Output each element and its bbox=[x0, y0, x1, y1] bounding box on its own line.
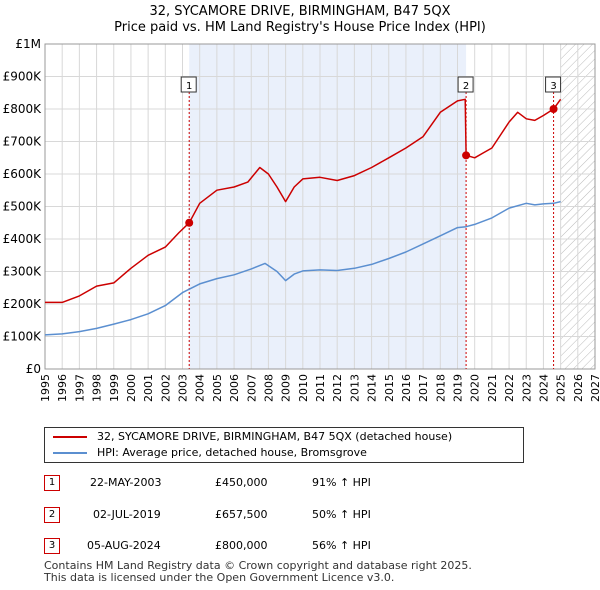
legend: 32, SYCAMORE DRIVE, BIRMINGHAM, B47 5QX … bbox=[44, 427, 524, 463]
y-tick-label: £0 bbox=[26, 362, 41, 376]
x-tick-label: 2008 bbox=[262, 374, 275, 402]
y-tick-label: £900K bbox=[3, 70, 43, 84]
x-tick-label: 2021 bbox=[486, 374, 499, 402]
x-tick-label: 2016 bbox=[400, 374, 413, 402]
sale-label-box bbox=[545, 76, 562, 93]
x-tick-label: 2026 bbox=[572, 374, 585, 402]
x-tick-label: 2004 bbox=[194, 374, 207, 402]
x-tick-label: 2027 bbox=[589, 374, 600, 402]
x-tick-label: 2019 bbox=[452, 374, 465, 402]
sale-point bbox=[185, 218, 194, 227]
sale-hpi-change: 91% ↑ HPI bbox=[312, 476, 371, 489]
chart-title-line2: Price paid vs. HM Land Registry's House … bbox=[114, 20, 486, 35]
sale-date: 05-AUG-2024 bbox=[87, 539, 161, 552]
sale-date: 22-MAY-2003 bbox=[90, 476, 162, 489]
x-tick-label: 1999 bbox=[108, 374, 121, 402]
x-tick-label: 2023 bbox=[520, 374, 533, 402]
sale-date: 02-JUL-2019 bbox=[93, 508, 161, 521]
sale-price: £657,500 bbox=[215, 508, 268, 521]
series-line-hpi bbox=[44, 200, 561, 336]
x-tick-label: 1997 bbox=[73, 374, 86, 402]
y-tick-label: £700K bbox=[3, 135, 43, 149]
x-tick-label: 2005 bbox=[211, 374, 224, 402]
x-tick-label: 2022 bbox=[503, 374, 516, 402]
x-tick-label: 2010 bbox=[297, 374, 310, 402]
y-tick-label: £300K bbox=[3, 265, 43, 279]
x-tick-label: 2001 bbox=[142, 374, 155, 402]
y-tick-label: £100K bbox=[3, 330, 43, 344]
y-tick-label: £800K bbox=[3, 102, 43, 116]
plot-frame bbox=[44, 43, 596, 370]
x-tick-label: 1996 bbox=[56, 374, 69, 402]
sale-number-badge: 1 bbox=[44, 475, 60, 491]
series-line-property bbox=[45, 98, 562, 304]
x-tick-label: 2020 bbox=[469, 374, 482, 402]
sale-number-badge: 2 bbox=[44, 507, 60, 523]
sale-price: £450,000 bbox=[215, 476, 268, 489]
x-tick-label: 2012 bbox=[331, 374, 344, 402]
sale-hpi-change: 50% ↑ HPI bbox=[312, 508, 371, 521]
sale-label-text: 2 bbox=[463, 81, 469, 92]
x-tick-label: 2018 bbox=[434, 374, 447, 402]
x-tick-label: 2015 bbox=[383, 374, 396, 402]
legend-swatch-hpi bbox=[53, 452, 87, 454]
legend-label-hpi: HPI: Average price, detached house, Brom… bbox=[97, 446, 367, 459]
sale-label-text: 3 bbox=[550, 81, 556, 92]
sale-point bbox=[462, 151, 471, 160]
x-tick-label: 2000 bbox=[125, 374, 138, 402]
x-tick-label: 2017 bbox=[417, 374, 430, 402]
sale-hpi-change: 56% ↑ HPI bbox=[312, 539, 371, 552]
y-tick-label: £600K bbox=[3, 167, 43, 181]
footer-notice: Contains HM Land Registry data © Crown c… bbox=[44, 560, 472, 584]
x-tick-label: 2013 bbox=[348, 374, 361, 402]
sale-price: £800,000 bbox=[215, 539, 268, 552]
y-tick-label: £200K bbox=[3, 297, 43, 311]
x-tick-label: 2011 bbox=[314, 374, 327, 402]
x-tick-label: 2025 bbox=[555, 374, 568, 402]
x-tick-label: 2003 bbox=[177, 374, 190, 402]
footer-line-1: Contains HM Land Registry data © Crown c… bbox=[44, 559, 472, 572]
sale-label-box bbox=[180, 76, 197, 93]
price-chart: £0 £100K £200K £300K £400K £500K £600K £700K £80… bbox=[3, 37, 600, 402]
legend-label-property: 32, SYCAMORE DRIVE, BIRMINGHAM, B47 5QX … bbox=[97, 430, 453, 443]
footer-line-2: This data is licensed under the Open Gov… bbox=[44, 571, 395, 584]
y-tick-label: £1M bbox=[15, 37, 41, 51]
sale-point bbox=[549, 105, 558, 113]
sale-number-badge: 3 bbox=[44, 538, 60, 554]
x-tick-label: 1998 bbox=[91, 374, 104, 402]
chart-title-line1: 32, SYCAMORE DRIVE, BIRMINGHAM, B47 5QX bbox=[149, 4, 451, 19]
x-tick-label: 2014 bbox=[366, 374, 379, 402]
sale-label-box bbox=[457, 76, 474, 93]
x-tick-label: 1995 bbox=[39, 374, 52, 402]
legend-swatch-property bbox=[53, 436, 87, 438]
x-tick-label: 2024 bbox=[537, 374, 550, 402]
x-tick-label: 2002 bbox=[159, 374, 172, 402]
x-tick-label: 2009 bbox=[280, 374, 293, 402]
x-tick-label: 2007 bbox=[245, 374, 258, 402]
y-tick-label: £500K bbox=[3, 200, 43, 214]
x-tick-label: 2006 bbox=[228, 374, 241, 402]
sale-label-text: 1 bbox=[186, 81, 192, 92]
y-tick-label: £400K bbox=[3, 232, 43, 246]
